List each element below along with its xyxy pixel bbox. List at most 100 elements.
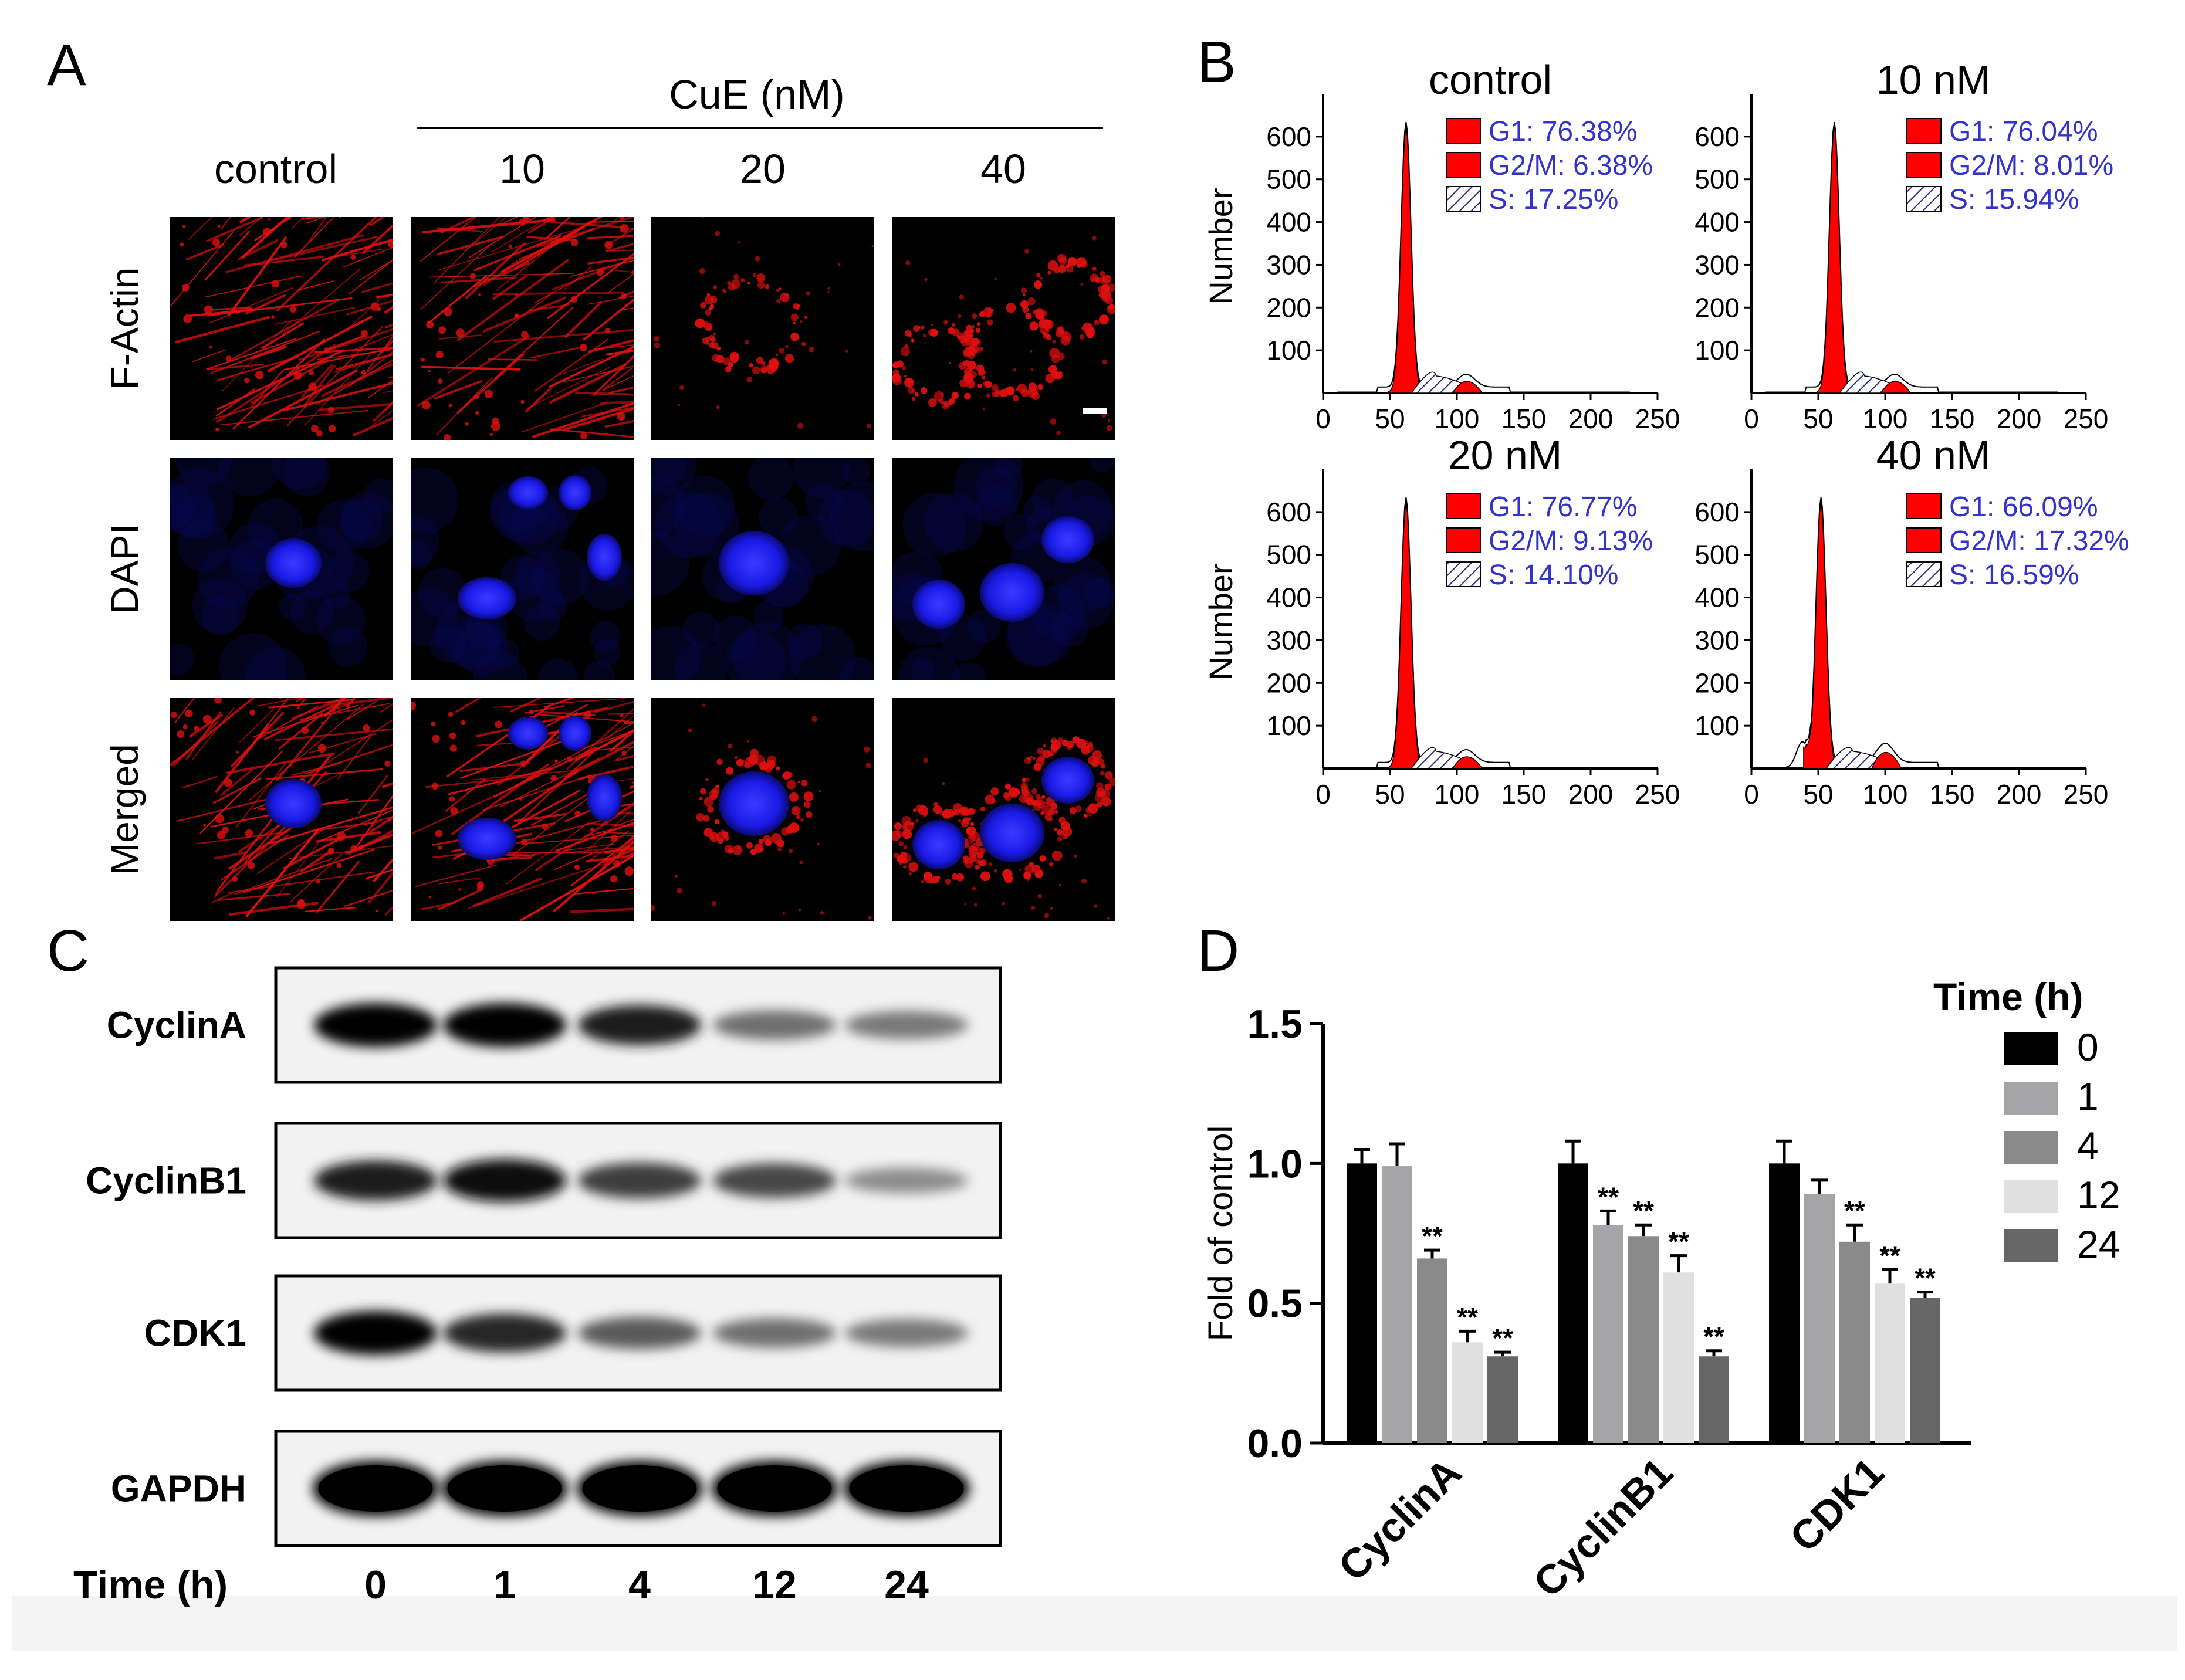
actin-speck <box>911 389 915 392</box>
actin-fiber <box>226 752 336 774</box>
actin-punctum <box>784 354 794 363</box>
actin-speck <box>277 836 280 839</box>
actin-fiber <box>483 260 518 286</box>
y-tick-label: 600 <box>1266 497 1311 527</box>
x-tick-label: 250 <box>2064 404 2109 434</box>
actin-punctum <box>785 345 789 348</box>
actin-speck <box>837 263 841 267</box>
actin-fiber <box>585 854 634 863</box>
actin-speck <box>674 874 678 878</box>
blot-band <box>713 1163 836 1198</box>
dapi-haze <box>976 485 1017 527</box>
actin-fiber <box>315 861 360 914</box>
actin-fiber <box>456 259 569 342</box>
actin-fiber <box>527 217 557 234</box>
actin-punctum <box>904 374 907 378</box>
actin-speck <box>797 422 804 429</box>
actin-punctum <box>1061 740 1068 746</box>
actin-fiber <box>327 334 366 351</box>
actin-speck <box>567 756 573 763</box>
actin-speck <box>542 823 549 831</box>
actin-fiber <box>269 806 393 845</box>
dapi-haze <box>732 622 802 680</box>
actin-punctum <box>962 817 970 824</box>
actin-fiber <box>587 834 634 883</box>
dapi-haze <box>840 657 874 680</box>
dapi-haze <box>198 547 259 609</box>
actin-fiber <box>606 273 634 294</box>
actin-punctum <box>1033 757 1036 760</box>
actin-punctum <box>959 379 968 388</box>
actin-speck <box>610 835 618 842</box>
actin-fiber <box>275 728 393 741</box>
actin-punctum <box>1058 265 1067 273</box>
actin-punctum <box>1048 862 1054 867</box>
actin-speck <box>550 775 557 781</box>
actin-speck <box>235 750 239 754</box>
actin-speck <box>1030 905 1036 910</box>
bar-CDK1-12 <box>1875 1283 1905 1443</box>
actin-punctum <box>707 806 714 813</box>
bar-CyclinA-0 <box>1347 1163 1377 1443</box>
dapi-haze <box>952 662 988 680</box>
x-tick-label: 150 <box>1930 404 1975 434</box>
actin-fiber <box>239 708 275 743</box>
actin-punctum <box>780 293 790 303</box>
x-tick-label: 0 <box>1315 404 1331 434</box>
actin-punctum <box>978 346 983 351</box>
dapi-haze <box>939 614 986 661</box>
actin-speck <box>529 709 534 715</box>
dapi-haze <box>488 638 520 670</box>
actin-punctum <box>1047 270 1051 275</box>
actin-punctum <box>793 303 799 310</box>
actin-speck <box>845 350 848 353</box>
actin-fiber <box>283 837 341 870</box>
actin-speck <box>991 309 995 311</box>
actin-punctum <box>709 306 713 311</box>
bar-CyclinA-12 <box>1452 1342 1483 1443</box>
actin-punctum <box>1066 743 1073 750</box>
dapi-haze <box>843 458 871 485</box>
actin-punctum <box>970 842 979 852</box>
actin-speck <box>654 336 660 342</box>
actin-punctum <box>789 792 798 802</box>
dapi-haze <box>327 626 368 667</box>
y-tick-label: 300 <box>1694 625 1740 655</box>
y-tick-label: 600 <box>1694 497 1740 527</box>
actin-fiber <box>459 761 530 773</box>
actin-speck <box>426 320 434 329</box>
micrograph-content <box>651 703 872 920</box>
actin-punctum <box>760 365 768 374</box>
actin-punctum <box>1039 855 1046 862</box>
row-label-1: DAPI <box>103 524 146 614</box>
actin-speck <box>584 710 592 719</box>
y-tick-label: 200 <box>1266 668 1311 698</box>
bar-CyclinA-4 <box>1417 1258 1447 1443</box>
dapi-haze <box>779 514 841 577</box>
dapi-haze <box>411 588 458 647</box>
actin-speck <box>974 903 978 907</box>
significance-mark: ** <box>1633 1195 1654 1226</box>
actin-punctum <box>728 283 736 291</box>
micrograph-0-1 <box>170 458 393 680</box>
actin-punctum <box>911 397 916 401</box>
actin-punctum <box>1027 297 1036 306</box>
nucleus <box>1041 516 1094 563</box>
actin-fiber <box>185 243 225 261</box>
actin-fiber <box>469 217 537 258</box>
actin-punctum <box>1040 277 1043 280</box>
y-tick-label: 400 <box>1266 582 1311 613</box>
actin-punctum <box>803 801 811 808</box>
actin-punctum <box>1033 763 1041 771</box>
dapi-haze <box>651 458 697 495</box>
actin-fiber <box>492 274 527 301</box>
actin-speck <box>871 245 874 248</box>
actin-fiber <box>219 768 253 797</box>
actin-fiber <box>248 704 364 801</box>
actin-fiber <box>369 217 385 227</box>
actin-speck <box>811 716 818 722</box>
actin-speck <box>247 862 255 869</box>
actin-punctum <box>709 341 716 349</box>
legend-text-s: S: 17.25% <box>1489 184 1618 215</box>
